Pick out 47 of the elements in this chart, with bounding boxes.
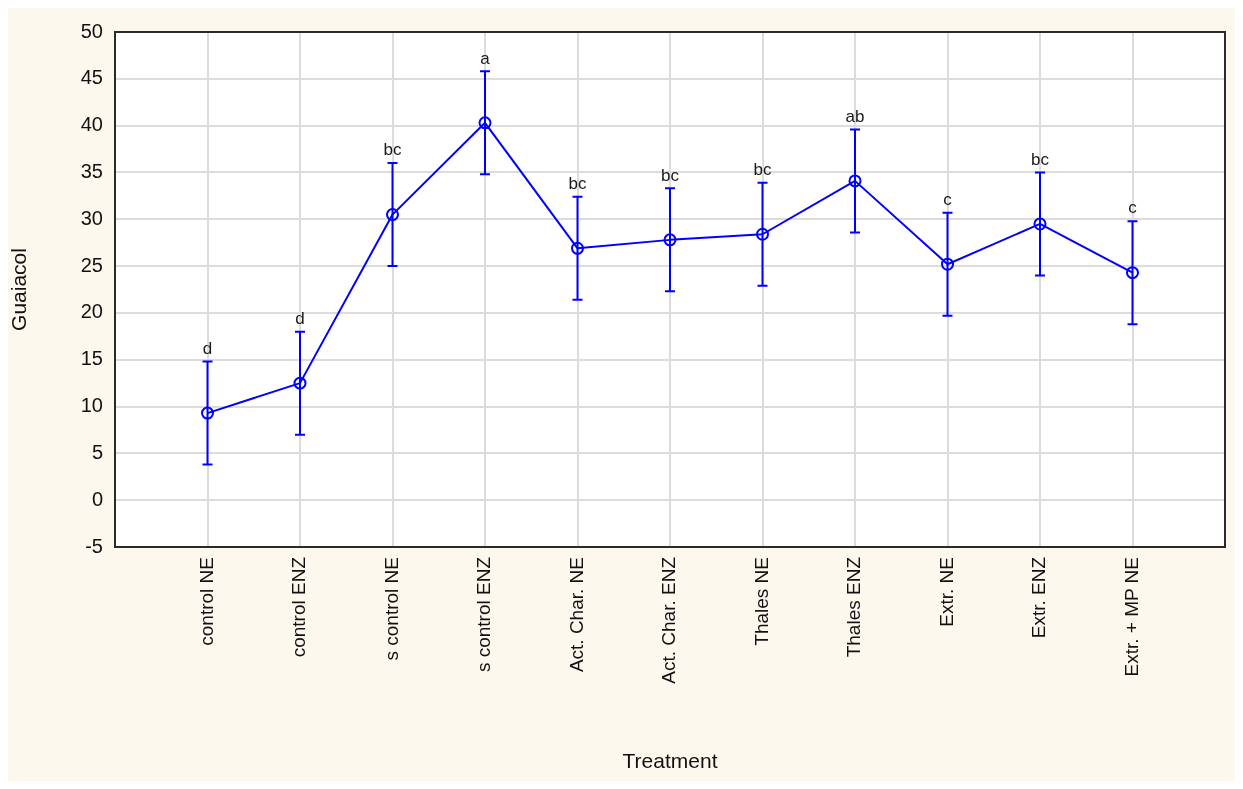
x-tick-label: Extr. + MP NE (1120, 557, 1142, 677)
x-tick-label: Thales NE (750, 557, 772, 646)
point (478, 116, 492, 130)
annotation: bc (661, 165, 680, 185)
x-tick-label: Act. Char. NE (565, 557, 587, 673)
annotation: bc (1031, 149, 1050, 169)
y-tick-label: 40 (80, 113, 103, 136)
point (386, 208, 399, 222)
x-tick-label: Act. Char. ENZ (658, 556, 680, 684)
x-tick-label: control NE (195, 557, 217, 646)
x-tick-label: s control ENZ (473, 556, 495, 673)
point (201, 406, 214, 420)
y-tick-label: 10 (80, 394, 103, 417)
y-tick-label: 0 (91, 487, 103, 510)
x-tick-label: Extr. ENZ (1028, 556, 1050, 639)
y-tick-label: 45 (80, 66, 103, 89)
annotation: d (295, 308, 305, 328)
y-axis-title: Guaiacol (7, 248, 31, 331)
y-tick-label: 15 (80, 347, 103, 370)
x-axis-title: Treatment (622, 749, 718, 773)
point (848, 174, 862, 188)
annotation: d (202, 338, 213, 358)
annotation: c (943, 189, 953, 209)
y-tick-label: 20 (80, 300, 103, 323)
y-tick-label: 5 (91, 440, 103, 463)
x-tick-label: control ENZ (288, 556, 310, 658)
annotation: c (1128, 198, 1138, 218)
annotation: ab (845, 106, 865, 126)
y-tick-label: 50 (80, 19, 103, 42)
y-tick-label: -5 (85, 534, 103, 557)
point (1126, 266, 1139, 280)
y-tick-label: 35 (80, 159, 103, 182)
annotation: bc (383, 140, 402, 160)
point (756, 227, 769, 241)
annotation: bc (568, 173, 587, 193)
point (571, 241, 584, 255)
x-tick-label: Thales ENZ (843, 556, 865, 658)
annotation: bc (753, 159, 772, 179)
annotation: a (480, 48, 491, 68)
point (941, 257, 954, 271)
point (663, 233, 677, 247)
y-tick-label: 25 (80, 253, 103, 276)
point (1033, 217, 1047, 231)
y-tick-label: 30 (80, 206, 103, 229)
point (293, 376, 307, 390)
x-tick-label: Extr. NE (935, 557, 957, 627)
x-tick-label: s control NE (380, 557, 402, 661)
